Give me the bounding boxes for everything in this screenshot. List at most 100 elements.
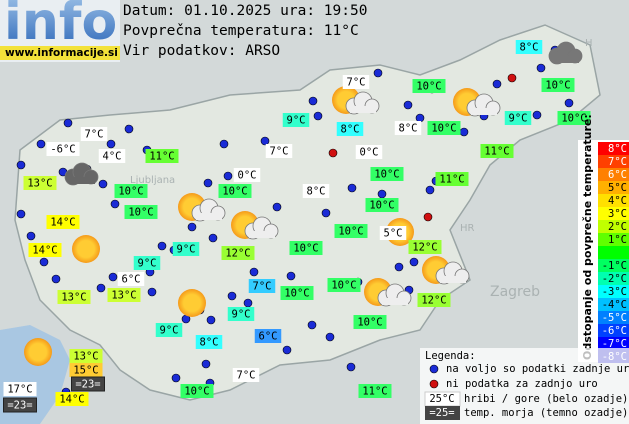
station-label: 15°C — [73, 365, 98, 377]
scale-swatch — [598, 259, 629, 272]
station-label-bg — [69, 363, 103, 377]
station-dot — [373, 68, 383, 78]
station-label: 9°C — [177, 244, 196, 256]
station-label-bg — [480, 144, 514, 158]
cloud-part — [350, 106, 376, 113]
station-label: 10°C — [338, 226, 363, 238]
scale-title: Odstopanje od povprečne temperature: — [581, 114, 594, 360]
header-line: Vir podatkov: ARSO — [123, 43, 280, 59]
scale-swatch — [598, 246, 629, 259]
station-dot-missing — [328, 148, 338, 158]
station-dot — [260, 136, 270, 146]
scale-swatch — [598, 272, 629, 285]
cloud-icon — [244, 216, 279, 240]
station-label: 5°C — [384, 228, 403, 240]
station-label-bg — [334, 224, 368, 238]
station-label-bg — [394, 121, 422, 135]
station-dot — [394, 262, 404, 272]
station-label: 13°C — [73, 351, 98, 363]
station-dot — [16, 160, 26, 170]
station-label-bg — [408, 240, 442, 254]
map-label: Ljubljana — [130, 175, 175, 186]
station-label-bg — [515, 40, 543, 54]
station-dot — [203, 178, 213, 188]
station-dot — [286, 271, 296, 281]
station-label: =23= — [75, 379, 100, 391]
scale-swatch — [598, 168, 629, 181]
station-label-bg — [336, 122, 364, 136]
station-dot — [564, 98, 574, 108]
station-label-bg — [195, 335, 223, 349]
station-label: 9°C — [138, 258, 157, 270]
station-dot — [63, 118, 73, 128]
station-label: 13°C — [111, 290, 136, 302]
station-dot — [39, 257, 49, 267]
station-dot — [459, 127, 469, 137]
station-label: 11°C — [362, 386, 387, 398]
station-label-bg — [353, 315, 387, 329]
station-label: 10°C — [293, 243, 318, 255]
station-label: 10°C — [561, 113, 586, 125]
station-dot — [325, 332, 335, 342]
station-dot — [272, 202, 282, 212]
station-dot — [308, 96, 318, 106]
station-label: 10°C — [128, 207, 153, 219]
station-dot — [346, 362, 356, 372]
station-label: 7°C — [85, 129, 104, 141]
cloud-part — [440, 276, 466, 283]
station-dot — [206, 315, 216, 325]
url-background — [0, 46, 120, 60]
station-dot — [282, 345, 292, 355]
station-label-bg — [46, 215, 80, 229]
legend-sample: =25= — [429, 407, 454, 419]
legend-dot — [429, 364, 439, 374]
station-label: 12°C — [225, 248, 250, 260]
station-label: 10°C — [331, 280, 356, 292]
station-label: 8°C — [399, 123, 418, 135]
station-label: 11°C — [484, 146, 509, 158]
station-label: 10°C — [184, 386, 209, 398]
station-dot — [108, 272, 118, 282]
station-label: 7°C — [253, 281, 272, 293]
station-label: 9°C — [160, 325, 179, 337]
station-label: 10°C — [431, 123, 456, 135]
station-dot — [321, 208, 331, 218]
scale-swatch — [598, 324, 629, 337]
station-label-bg — [541, 78, 575, 92]
scale-label: -6°C — [602, 325, 627, 337]
station-dot — [347, 183, 357, 193]
station-dot — [377, 189, 387, 199]
station-label: 0°C — [238, 170, 257, 182]
station-dot — [26, 231, 36, 241]
station-dot — [227, 291, 237, 301]
cloud-icon — [64, 162, 99, 186]
scale-label: -5°C — [602, 312, 627, 324]
scale-swatch — [598, 155, 629, 168]
station-label-bg — [172, 242, 200, 256]
station-dot — [415, 113, 425, 123]
station-dot — [532, 110, 542, 120]
station-dot — [124, 124, 134, 134]
map-label: HR — [460, 223, 475, 234]
station-label: 8°C — [200, 337, 219, 349]
station-label: 10°C — [118, 186, 143, 198]
station-label-bg — [218, 184, 252, 198]
station-label: 10°C — [357, 317, 382, 329]
scale-label: 2°C — [608, 221, 627, 233]
station-label: 7°C — [270, 146, 289, 158]
station-label-bg — [254, 329, 282, 343]
station-dot — [96, 283, 106, 293]
scale-label: 6°C — [608, 169, 627, 181]
station-label: 13°C — [61, 292, 86, 304]
station-label-bg — [55, 392, 89, 406]
cloud-icon — [191, 198, 226, 222]
station-label: 9°C — [287, 115, 306, 127]
station-label-bg — [227, 307, 255, 321]
station-label: =23= — [7, 400, 32, 412]
station-label-bg — [98, 149, 126, 163]
sun-icon — [24, 338, 52, 366]
legend-sample-bg — [425, 406, 460, 420]
station-label: 12°C — [421, 295, 446, 307]
station-dot — [16, 209, 26, 219]
